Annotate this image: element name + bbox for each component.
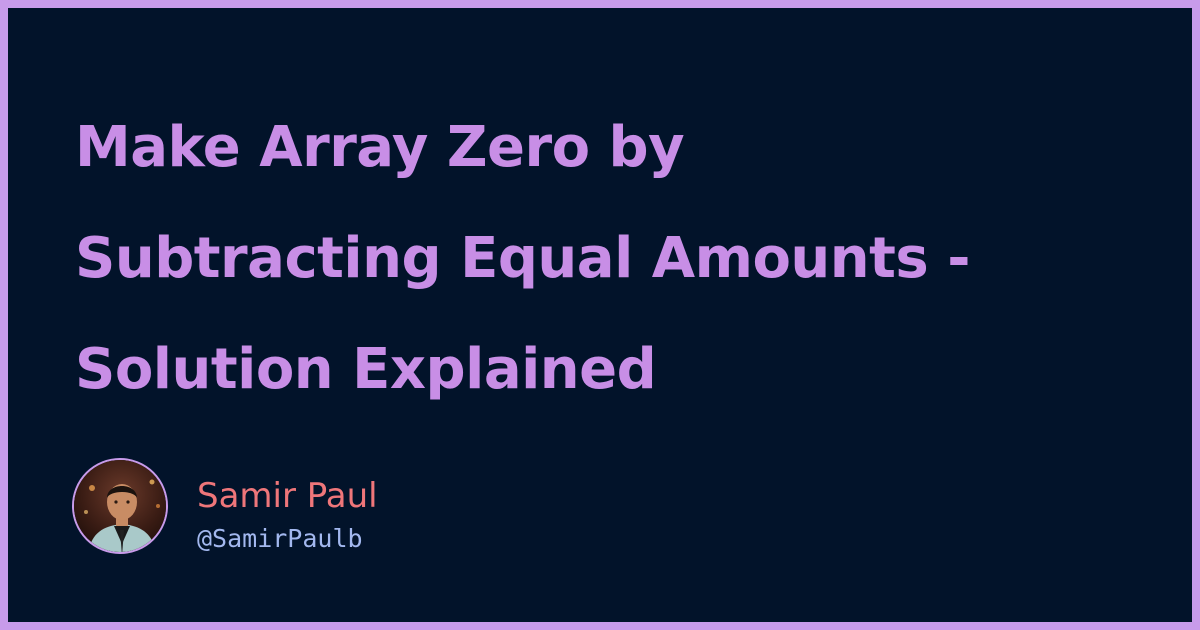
post-title: Make Array Zero by Subtracting Equal Amo… xyxy=(75,92,1175,425)
author-handle: @SamirPaulb xyxy=(197,524,363,553)
person-photo-icon xyxy=(74,460,166,552)
post-title-line-3: Solution Explained xyxy=(75,337,657,402)
author-name: Samir Paul xyxy=(197,476,378,516)
post-title-line-2: Subtracting Equal Amounts - xyxy=(75,226,971,291)
og-card: Make Array Zero by Subtracting Equal Amo… xyxy=(8,8,1192,622)
author-avatar xyxy=(72,458,168,554)
post-title-line-1: Make Array Zero by xyxy=(75,115,685,180)
